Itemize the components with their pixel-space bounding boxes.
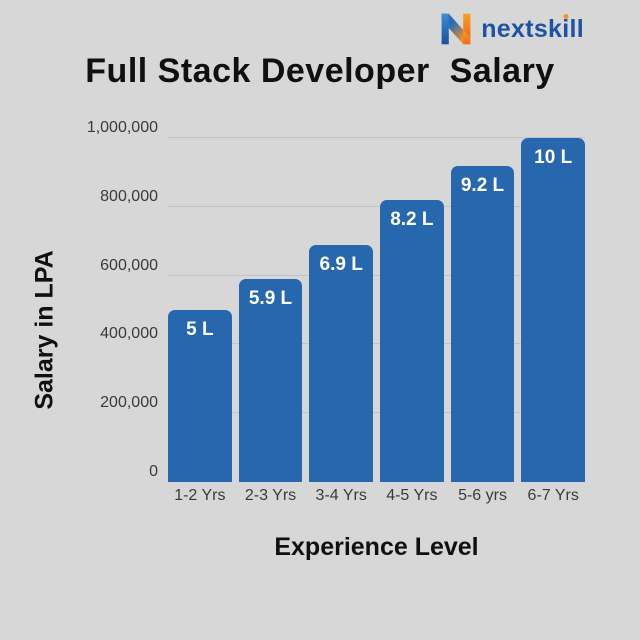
y-tick-label: 200,000 bbox=[100, 394, 158, 412]
y-tick-label: 1,000,000 bbox=[86, 119, 158, 136]
brand-logo: nextskill bbox=[438, 11, 584, 47]
bar: 5 L bbox=[168, 310, 232, 482]
y-axis-title: Salary in LPA bbox=[30, 250, 59, 410]
bar-value-label: 6.9 L bbox=[319, 253, 363, 275]
x-tick-label: 6-7 Yrs bbox=[527, 487, 579, 504]
x-tick-label: 3-4 Yrs bbox=[315, 487, 367, 504]
gridline bbox=[168, 137, 585, 138]
bar: 5.9 L bbox=[238, 279, 303, 482]
bar-value-label: 8.2 L bbox=[390, 208, 434, 230]
nextskill-n-icon bbox=[441, 13, 471, 45]
bar: 6.9 L bbox=[309, 244, 374, 482]
y-tick-label: 800,000 bbox=[100, 187, 158, 205]
bar: 10 L bbox=[521, 138, 586, 482]
y-tick-label: 0 bbox=[149, 463, 158, 480]
gridline bbox=[168, 205, 585, 207]
gridline bbox=[168, 343, 585, 345]
x-tick-label: 5-6 yrs bbox=[458, 487, 507, 504]
gridline bbox=[168, 274, 585, 276]
chart-title: Full Stack Developer Salary bbox=[85, 52, 555, 90]
y-tick-label: 400,000 bbox=[100, 325, 158, 343]
x-tick-label: 1-2 Yrs bbox=[174, 487, 226, 504]
bar-value-label: 5 L bbox=[186, 319, 214, 340]
bars: 5 L 5.9 L 6.9 L 8.2 L 9.2 L 10 L bbox=[168, 138, 586, 482]
x-axis-title: Experience Level bbox=[274, 533, 479, 561]
y-tick-label: 600,000 bbox=[100, 256, 158, 274]
bar: 8.2 L bbox=[380, 199, 444, 482]
brand-name: nextskill bbox=[481, 11, 584, 47]
gridline bbox=[168, 412, 585, 414]
x-tick-label: 4-5 Yrs bbox=[386, 487, 438, 504]
bar-value-label: 5.9 L bbox=[248, 288, 293, 310]
bar-value-label: 10 L bbox=[534, 147, 573, 168]
x-tick-labels: 1-2 Yrs 2-3 Yrs 3-4 Yrs 4-5 Yrs 5-6 yrs 6-7 Y… bbox=[168, 487, 585, 505]
bar: 9.2 L bbox=[450, 165, 515, 482]
x-tick-label: 2-3 Yrs bbox=[244, 487, 297, 504]
gridlines-and-yticks: 0 200,000 400,000 600,000 800,000 1,000,000 bbox=[87, 119, 585, 482]
plot-area: 0 200,000 400,000 600,000 800,000 1,000,000 5… bbox=[87, 119, 586, 504]
bar-value-label: 9.2 L bbox=[460, 174, 505, 196]
